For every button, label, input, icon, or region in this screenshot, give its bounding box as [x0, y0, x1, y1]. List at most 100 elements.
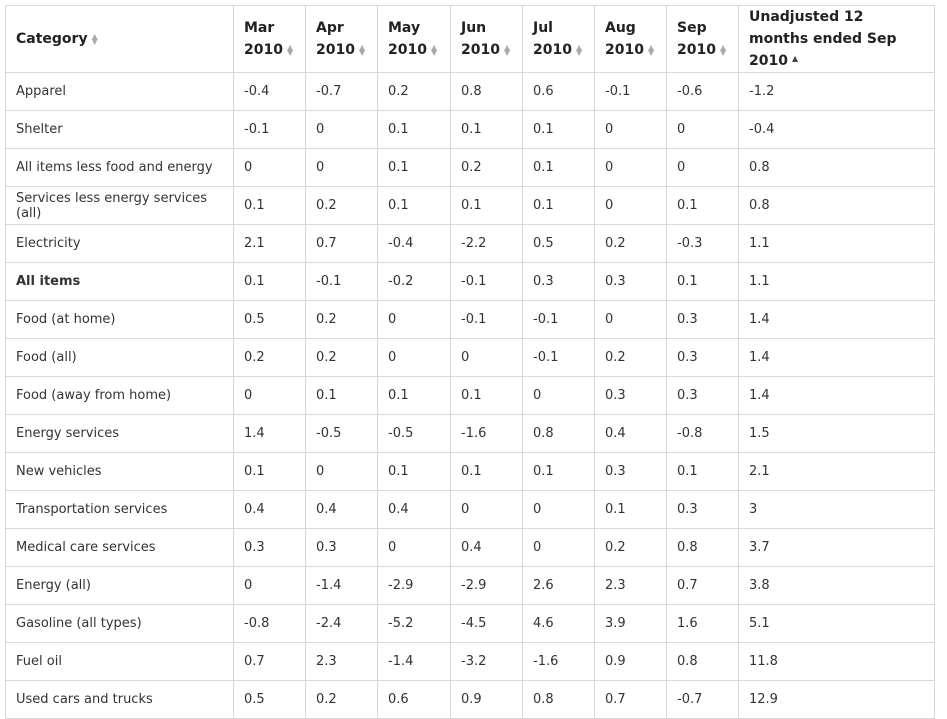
value-cell: 0.9 — [594, 642, 667, 681]
sort-icon[interactable]: ▲ ▼ — [286, 43, 294, 57]
sort-icon[interactable]: ▲ ▼ — [91, 32, 98, 46]
value-cell: 0 — [377, 338, 451, 377]
value-cell: 0.2 — [594, 224, 667, 263]
value-cell: 0 — [450, 338, 523, 377]
table-row: Food (at home) 0.5 0.2 0 -0.1 -0.1 0 0.3 1.4 — [5, 300, 935, 339]
value-cell: 0.1 — [594, 490, 667, 529]
value-cell: 0 — [594, 148, 667, 187]
value-cell: 0.8 — [666, 642, 739, 681]
value-cell: -2.4 — [305, 604, 378, 643]
value-cell: 0.1 — [377, 452, 451, 491]
category-cell: All items less food and energy — [5, 148, 234, 187]
value-cell: 0.7 — [233, 642, 306, 681]
value-cell: -1.6 — [522, 642, 595, 681]
sort-icon[interactable]: ▲ ▼ — [503, 43, 511, 57]
value-cell: 0.3 — [522, 262, 595, 301]
value-cell: 3.7 — [738, 528, 935, 567]
table-row: Shelter -0.1 0 0.1 0.1 0.1 0 0 -0.4 — [5, 110, 935, 149]
column-header-jun-2010[interactable]: Jun 2010 ▲ ▼ — [450, 5, 523, 73]
value-cell: 1.1 — [738, 262, 935, 301]
value-cell: 0 — [522, 376, 595, 415]
column-header-aug-2010[interactable]: Aug 2010 ▲ ▼ — [594, 5, 667, 73]
value-cell: 0 — [522, 528, 595, 567]
value-cell: 2.3 — [594, 566, 667, 605]
sort-icon[interactable]: ▲ ▼ — [430, 43, 438, 57]
category-cell: Medical care services — [5, 528, 234, 567]
value-cell: -2.9 — [450, 566, 523, 605]
cpi-table: Category ▲ ▼ Mar 2010 ▲ ▼ Apr 2010 ▲ ▼ May 2010 ▲ ▼… — [5, 5, 935, 719]
value-cell: 0.8 — [522, 680, 595, 719]
value-cell: 3.9 — [594, 604, 667, 643]
column-header-jul-2010[interactable]: Jul 2010 ▲ ▼ — [522, 5, 595, 73]
column-header-may-2010[interactable]: May 2010 ▲ ▼ — [377, 5, 451, 73]
value-cell: -0.1 — [450, 262, 523, 301]
column-header-mar-2010[interactable]: Mar 2010 ▲ ▼ — [233, 5, 306, 73]
sort-icon[interactable]: ▲ ▼ — [647, 43, 655, 57]
value-cell: 0 — [377, 300, 451, 339]
value-cell: 0.4 — [305, 490, 378, 529]
value-cell: -0.2 — [377, 262, 451, 301]
value-cell: 0.2 — [377, 72, 451, 111]
value-cell: 0.3 — [233, 528, 306, 567]
value-cell: 0 — [666, 110, 739, 149]
value-cell: 0.1 — [377, 186, 451, 225]
column-header-apr-2010[interactable]: Apr 2010 ▲ ▼ — [305, 5, 378, 73]
value-cell: -4.5 — [450, 604, 523, 643]
value-cell: 0.1 — [305, 376, 378, 415]
value-cell: -5.2 — [377, 604, 451, 643]
value-cell: 1.5 — [738, 414, 935, 453]
value-cell: 12.9 — [738, 680, 935, 719]
column-header-sep-2010[interactable]: Sep 2010 ▲ ▼ — [666, 5, 739, 73]
value-cell: 1.1 — [738, 224, 935, 263]
table-body: Apparel -0.4 -0.7 0.2 0.8 0.6 -0.1 -0.6 -1.2 Shel… — [5, 72, 935, 719]
value-cell: -0.4 — [738, 110, 935, 149]
table-row: New vehicles 0.1 0 0.1 0.1 0.1 0.3 0.1 2.1 — [5, 452, 935, 491]
value-cell: 0.1 — [522, 110, 595, 149]
value-cell: 0.1 — [377, 148, 451, 187]
table-row: Apparel -0.4 -0.7 0.2 0.8 0.6 -0.1 -0.6 -1.2 — [5, 72, 935, 111]
value-cell: 0.3 — [594, 452, 667, 491]
sort-icon[interactable]: ▲ ▼ — [719, 43, 727, 57]
value-cell: 0.4 — [233, 490, 306, 529]
value-cell: 0.1 — [233, 452, 306, 491]
value-cell: 2.1 — [233, 224, 306, 263]
value-cell: -0.4 — [377, 224, 451, 263]
table-row: Food (away from home) 0 0.1 0.1 0.1 0 0.3 0.3 1.… — [5, 376, 935, 415]
value-cell: -1.4 — [377, 642, 451, 681]
value-cell: -0.5 — [377, 414, 451, 453]
column-header-unadjusted-12-months-ended-sep-2010[interactable]: Unadjusted 12 months ended Sep 2010▲▼ — [738, 5, 935, 73]
table-row: Food (all) 0.2 0.2 0 0 -0.1 0.2 0.3 1.4 — [5, 338, 935, 377]
value-cell: 0.8 — [522, 414, 595, 453]
sort-icon[interactable]: ▲ ▼ — [575, 43, 583, 57]
value-cell: -1.2 — [738, 72, 935, 111]
value-cell: -0.1 — [594, 72, 667, 111]
value-cell: 3 — [738, 490, 935, 529]
value-cell: 0.1 — [377, 110, 451, 149]
value-cell: 0.8 — [666, 528, 739, 567]
value-cell: 11.8 — [738, 642, 935, 681]
column-header-label: Unadjusted 12 months ended Sep 2010 — [749, 9, 897, 69]
value-cell: 0.7 — [305, 224, 378, 263]
value-cell: -0.1 — [522, 338, 595, 377]
category-cell: Gasoline (all types) — [5, 604, 234, 643]
value-cell: 0 — [666, 148, 739, 187]
sort-ascending-icon[interactable]: ▲▼ — [791, 54, 799, 63]
value-cell: 0.1 — [522, 452, 595, 491]
column-header-category[interactable]: Category ▲ ▼ — [5, 5, 234, 73]
table-row: Electricity 2.1 0.7 -0.4 -2.2 0.5 0.2 -0.3 1.1 — [5, 224, 935, 263]
column-header-label: Aug 2010 — [605, 20, 644, 58]
value-cell: 1.4 — [738, 376, 935, 415]
column-header-label: Jun 2010 — [461, 20, 500, 58]
value-cell: 0.1 — [450, 376, 523, 415]
table-row: Services less energy services (all) 0.1 0.… — [5, 186, 935, 225]
table-row: Energy services 1.4 -0.5 -0.5 -1.6 0.8 0.4 -0.8… — [5, 414, 935, 453]
value-cell: 0.3 — [594, 376, 667, 415]
value-cell: 0 — [522, 490, 595, 529]
column-header-label: Jul 2010 — [533, 20, 572, 58]
value-cell: 0.6 — [377, 680, 451, 719]
value-cell: 0 — [305, 452, 378, 491]
sort-icon[interactable]: ▲ ▼ — [358, 43, 366, 57]
value-cell: 0.8 — [738, 148, 935, 187]
value-cell: 4.6 — [522, 604, 595, 643]
value-cell: -0.1 — [233, 110, 306, 149]
